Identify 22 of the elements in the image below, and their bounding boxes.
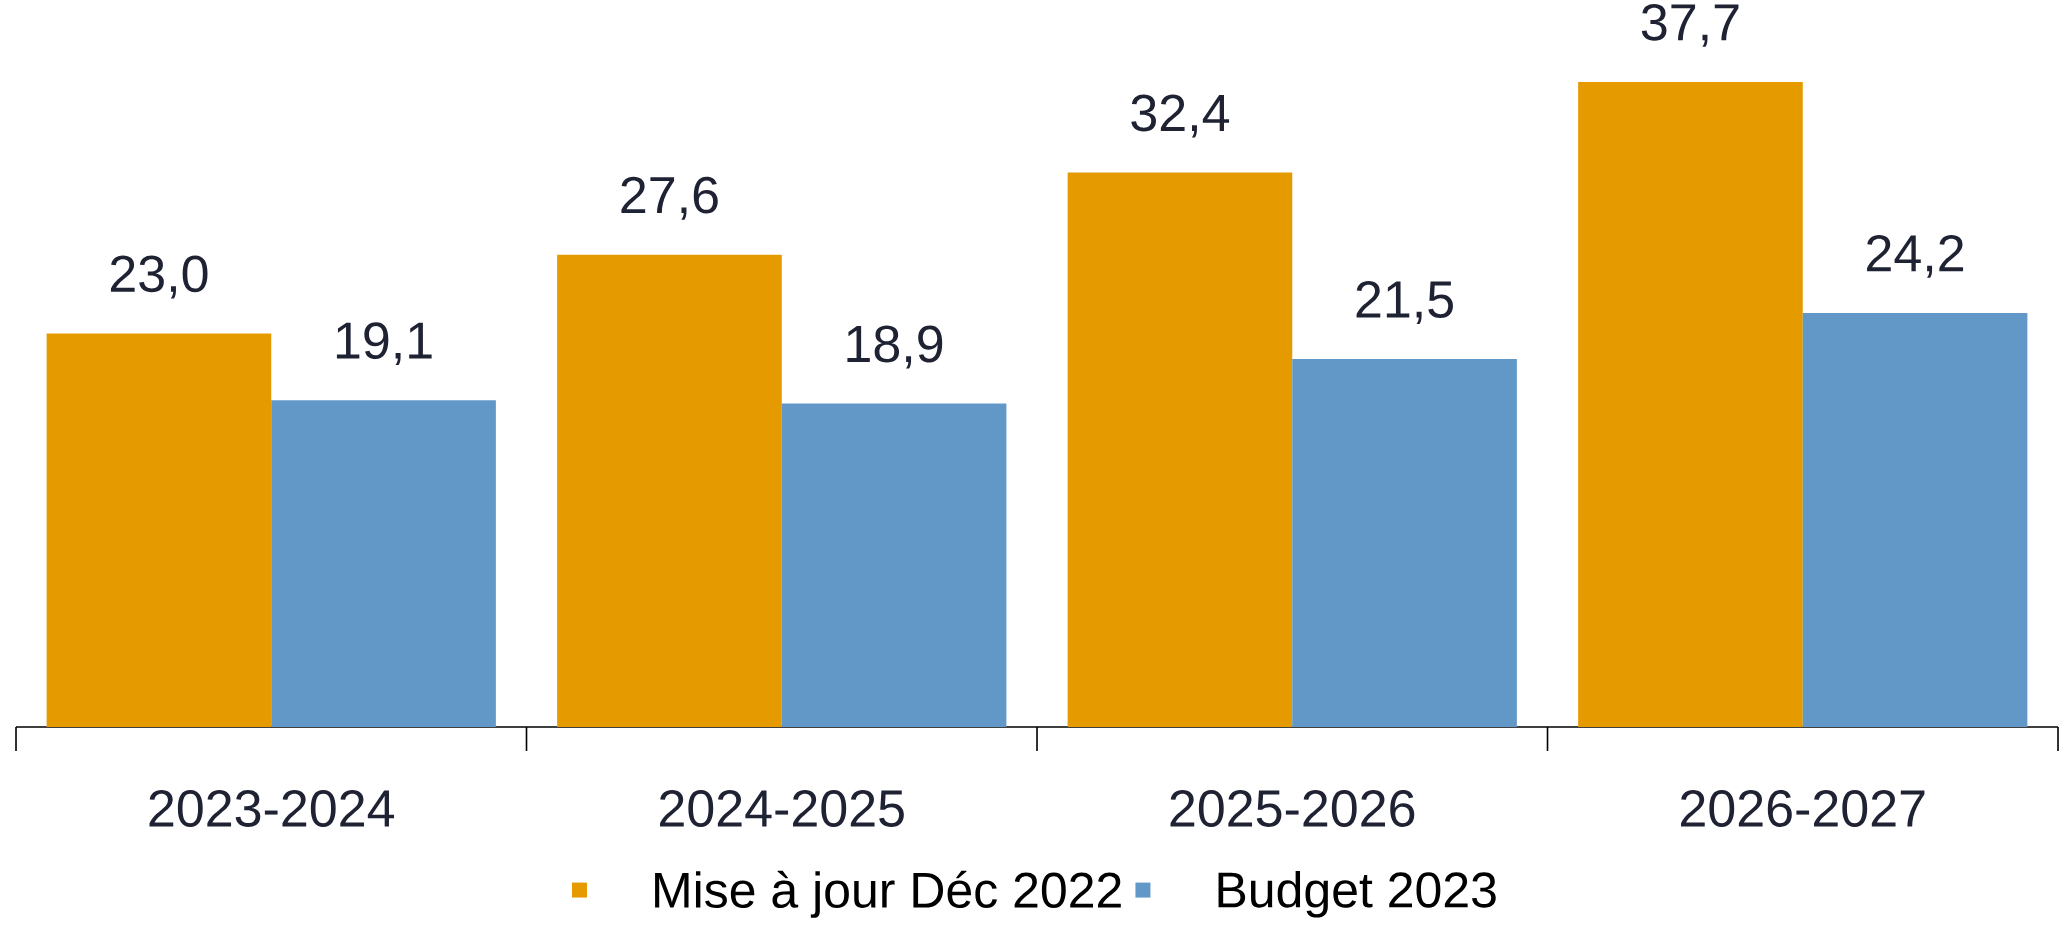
- bar: [271, 400, 496, 727]
- data-label: 24,2: [1867, 234, 1964, 278]
- x-tick-label: 2023-2024: [149, 790, 395, 827]
- data-label: 37,7: [1641, 3, 1739, 47]
- data-label: 21,5: [1356, 281, 1453, 325]
- legend-label: Budget 2023: [1218, 870, 1496, 918]
- bar: [1292, 359, 1517, 727]
- bar: [781, 403, 1007, 727]
- legend-label: Mise à jour Déc 2022: [655, 870, 1121, 918]
- bar: [1578, 81, 1803, 727]
- bar: [1067, 172, 1293, 727]
- bar: [1802, 312, 2028, 727]
- x-tick-label: 2025-2026: [1170, 790, 1415, 827]
- data-label: 27,6: [621, 176, 718, 220]
- data-label: 19,1: [336, 322, 432, 366]
- x-tick-label: 2026-2027: [1681, 790, 1925, 827]
- data-label: 23,0: [110, 255, 208, 299]
- bar: [46, 333, 272, 727]
- data-label: 18,9: [847, 325, 943, 369]
- data-label: 32,4: [1131, 94, 1230, 138]
- x-tick-label: 2024-2025: [660, 790, 904, 827]
- bar: [557, 254, 782, 727]
